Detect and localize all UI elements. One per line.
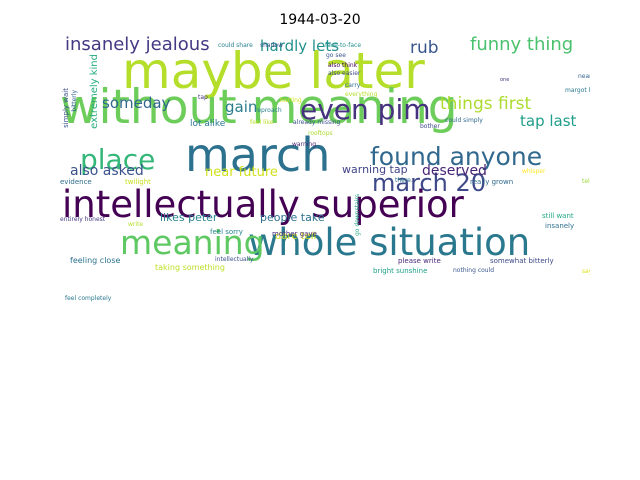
cloud-word: deserved <box>422 163 487 179</box>
cloud-word: without meaning <box>60 80 458 135</box>
cloud-word: twilight <box>125 178 151 186</box>
cloud-word: likes peter <box>160 211 218 224</box>
cloud-word: also think <box>328 62 358 69</box>
cloud-word: feel completely <box>65 295 112 302</box>
cloud-word: hurting <box>280 97 302 104</box>
cloud-word: march 20 <box>372 169 486 197</box>
cloud-word: taking something <box>155 263 225 272</box>
cloud-word: go downstairs <box>354 194 361 236</box>
cloud-word: also easier <box>328 70 361 77</box>
cloud-word: really grown <box>470 178 514 186</box>
cloud-word: rooftops <box>308 130 333 137</box>
chart-title: 1944-03-20 <box>279 12 361 28</box>
cloud-word: carry <box>345 82 361 89</box>
cloud-word: someday <box>102 94 171 112</box>
cloud-word: meaning <box>120 223 265 262</box>
cloud-word: funny thing <box>470 36 574 55</box>
cloud-word: hardly lets <box>260 37 340 55</box>
cloud-word: simply wait <box>62 88 70 128</box>
cloud-word: bitterly <box>71 90 78 112</box>
cloud-word: whole situation <box>248 221 531 264</box>
cloud-word: intellectually <box>215 256 254 263</box>
cloud-word: gain <box>225 98 258 116</box>
cloud-word: bright sunshine <box>373 267 428 275</box>
cloud-word: still want <box>542 212 574 220</box>
cloud-word: found anyone <box>370 142 543 171</box>
cloud-word: place <box>80 143 156 176</box>
cloud-word: people take <box>260 211 325 224</box>
cloud-word: say much <box>582 268 590 275</box>
cloud-word: whisper <box>522 168 546 175</box>
cloud-word: feeling close <box>70 256 121 265</box>
cloud-word: already missing <box>293 119 341 126</box>
cloud-word: reproach <box>255 107 282 114</box>
cloud-word: feel like <box>250 119 274 126</box>
cloud-word: dare tell <box>275 231 317 242</box>
cloud-word: feel sorry <box>210 228 243 236</box>
cloud-word: there. <box>395 177 413 184</box>
cloud-word: tell peter <box>582 178 590 185</box>
cloud-word: march <box>185 128 331 182</box>
cloud-word: near <box>578 73 590 80</box>
cloud-word: entirely honest <box>60 216 106 223</box>
cloud-word: go see <box>326 52 346 59</box>
cloud-word: please write <box>398 257 441 265</box>
cloud-word: mother gave <box>272 230 317 238</box>
cloud-word: write <box>128 221 144 228</box>
cloud-word: insanely <box>545 222 575 230</box>
cloud-word: things first <box>440 94 532 114</box>
cloud-word: also asked <box>70 163 144 179</box>
cloud-word: lot alike <box>190 119 226 129</box>
cloud-word: face-to-face <box>325 42 362 49</box>
cloud-word: warning <box>292 141 317 148</box>
cloud-word: near future <box>205 165 278 180</box>
cloud-word: maybe later <box>122 42 425 100</box>
cloud-word: bother <box>420 123 440 130</box>
cloud-word: could simply <box>445 117 483 124</box>
cloud-word: nothing could <box>453 267 495 274</box>
word-cloud: maybe later without meaning march intellect… <box>60 36 590 308</box>
cloud-word: evidence <box>60 178 92 186</box>
cloud-word: shadow <box>260 42 283 49</box>
cloud-word: extremely kind <box>89 54 100 129</box>
cloud-word: margot likes <box>565 87 590 94</box>
cloud-word: warning tap <box>342 163 408 176</box>
cloud-word: rub <box>410 38 439 58</box>
cloud-word: tap <box>198 94 208 101</box>
cloud-word: intellectually superior <box>62 183 464 226</box>
cloud-word: somewhat bitterly <box>490 257 554 265</box>
cloud-word: everything <box>345 91 378 98</box>
cloud-word: one <box>500 77 510 83</box>
cloud-word: even pim <box>300 93 431 126</box>
cloud-word: tap last <box>520 112 577 130</box>
cloud-word: insanely jealous <box>65 36 210 55</box>
cloud-word: could share <box>218 42 253 49</box>
